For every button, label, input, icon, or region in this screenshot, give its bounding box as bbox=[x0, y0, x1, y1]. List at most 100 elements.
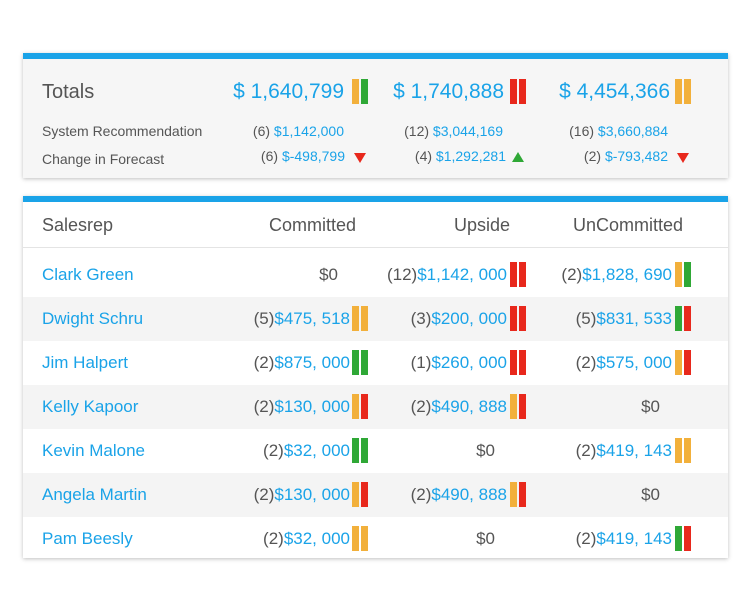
rec-committed: (6) $1,142,000 bbox=[253, 123, 344, 139]
totals-label: Totals bbox=[42, 81, 95, 103]
uncommitted-cell: (5)$831, 533 bbox=[576, 309, 672, 329]
committed-status-bars bbox=[352, 394, 368, 419]
uncommitted-count: (2) bbox=[575, 529, 597, 548]
system-recommendation-label: System Recommendation bbox=[42, 123, 203, 139]
total-committed-status-bars bbox=[352, 79, 368, 104]
status-bar-orange bbox=[352, 79, 359, 104]
salesrep-name-link[interactable]: Dwight Schru bbox=[42, 309, 144, 328]
header-committed[interactable]: Committed bbox=[268, 215, 356, 235]
rec-uncommitted: (16) $3,660,884 bbox=[569, 123, 668, 139]
uncommitted-zero-value: $0 bbox=[641, 397, 660, 416]
committed-amount-link[interactable]: $32, 000 bbox=[283, 441, 350, 460]
trend-down-icon bbox=[677, 153, 689, 163]
uncommitted-status-bars bbox=[675, 306, 691, 331]
committed-status-bars bbox=[352, 526, 368, 551]
status-bar-red bbox=[519, 350, 526, 375]
rec-upside-count: (12) bbox=[404, 123, 430, 139]
uncommitted-amount-link[interactable]: $1,828, 690 bbox=[582, 265, 672, 284]
upside-count: (1) bbox=[410, 353, 432, 372]
salesrep-name-link[interactable]: Kelly Kapoor bbox=[42, 397, 139, 416]
committed-amount-link[interactable]: $875, 000 bbox=[274, 353, 350, 372]
chg-committed-count: (6) bbox=[260, 148, 279, 164]
committed-amount-link[interactable]: $475, 518 bbox=[274, 309, 350, 328]
upside-status-bars bbox=[510, 262, 526, 287]
upside-amount-link[interactable]: $260, 000 bbox=[431, 353, 507, 372]
uncommitted-status-bars bbox=[675, 350, 691, 375]
upside-count: (2) bbox=[410, 485, 432, 504]
trend-down-icon bbox=[354, 153, 366, 163]
committed-cell: (2)$32, 000 bbox=[263, 529, 350, 549]
upside-amount-link[interactable]: $200, 000 bbox=[431, 309, 507, 328]
status-bar-orange bbox=[684, 79, 691, 104]
salesrep-name-link[interactable]: Pam Beesly bbox=[42, 529, 133, 548]
upside-amount-link[interactable]: $490, 888 bbox=[431, 485, 507, 504]
trend-up-icon bbox=[512, 152, 524, 162]
salesrep-name-link[interactable]: Clark Green bbox=[42, 265, 134, 284]
status-bar-orange bbox=[352, 394, 359, 419]
status-bar-orange bbox=[510, 482, 517, 507]
table-row: Angela Martin (2)$130, 000 (2)$490, 888 $0 bbox=[23, 473, 728, 517]
upside-cell: (12)$1,142, 000 bbox=[387, 265, 507, 285]
status-bar-orange bbox=[675, 262, 682, 287]
total-committed: $ 1,640,799 bbox=[233, 80, 344, 103]
rec-committed-count: (6) bbox=[252, 123, 271, 139]
uncommitted-amount-link[interactable]: $575, 000 bbox=[596, 353, 672, 372]
status-bar-red bbox=[519, 306, 526, 331]
totals-panel: Totals System Recommendation Change in F… bbox=[23, 53, 728, 178]
uncommitted-amount-link[interactable]: $419, 143 bbox=[596, 529, 672, 548]
rec-upside: (12) $3,044,169 bbox=[404, 123, 503, 139]
salesrep-name-link[interactable]: Jim Halpert bbox=[42, 353, 128, 372]
status-bar-green bbox=[352, 350, 359, 375]
header-upside[interactable]: Upside bbox=[453, 215, 510, 235]
table-row: Kelly Kapoor (2)$130, 000 (2)$490, 888 $0 bbox=[23, 385, 728, 429]
uncommitted-cell: (2)$1,828, 690 bbox=[561, 265, 672, 285]
table-row: Jim Halpert (2)$875, 000 (1)$260, 000 (2) $5… bbox=[23, 341, 728, 385]
status-bar-orange bbox=[675, 438, 682, 463]
change-in-forecast-label: Change in Forecast bbox=[42, 151, 165, 167]
committed-count: (2) bbox=[263, 529, 284, 548]
committed-cell: (5)$475, 518 bbox=[254, 309, 350, 329]
committed-count: (2) bbox=[263, 441, 284, 460]
header-salesrep[interactable]: Salesrep bbox=[42, 215, 114, 235]
status-bar-red bbox=[361, 482, 368, 507]
rec-committed-amount: $1,142,000 bbox=[273, 123, 344, 139]
chg-uncommitted: (2) $-793,482 bbox=[584, 148, 668, 164]
status-bar-orange bbox=[352, 482, 359, 507]
table-row: Kevin Malone (2)$32, 000 $0 (2)$419, 143 bbox=[23, 429, 728, 473]
upside-count: (3) bbox=[410, 309, 432, 328]
upside-status-bars bbox=[510, 350, 526, 375]
salesrep-name-link[interactable]: Angela Martin bbox=[42, 485, 147, 504]
uncommitted-count: (5) bbox=[575, 309, 597, 328]
chg-committed: (6) $-498,799 bbox=[261, 148, 345, 164]
status-bar-green bbox=[361, 438, 368, 463]
total-uncommitted: $ 4,454,366 bbox=[559, 80, 670, 103]
committed-cell: (2)$32, 000 bbox=[263, 441, 350, 461]
status-bar-green bbox=[675, 306, 682, 331]
salesrep-name-link[interactable]: Kevin Malone bbox=[42, 441, 146, 460]
status-bar-red bbox=[519, 482, 526, 507]
upside-amount-link[interactable]: $1,142, 000 bbox=[417, 265, 507, 284]
status-bar-red bbox=[519, 262, 526, 287]
upside-zero-value: $0 bbox=[476, 441, 495, 460]
upside-amount-link[interactable]: $490, 888 bbox=[431, 397, 507, 416]
committed-amount-link[interactable]: $130, 000 bbox=[274, 485, 350, 504]
status-bar-red bbox=[519, 394, 526, 419]
status-bar-red bbox=[519, 79, 526, 104]
uncommitted-status-bars bbox=[675, 438, 691, 463]
upside-cell: (2)$490, 888 bbox=[411, 397, 507, 417]
rec-upside-amount: $3,044,169 bbox=[432, 123, 503, 139]
uncommitted-amount-link[interactable]: $831, 533 bbox=[596, 309, 672, 328]
uncommitted-count: (2) bbox=[575, 441, 597, 460]
header-uncommitted[interactable]: UnCommitted bbox=[572, 215, 683, 235]
uncommitted-amount-link[interactable]: $419, 143 bbox=[596, 441, 672, 460]
uncommitted-status-bars bbox=[675, 526, 691, 551]
status-bar-red bbox=[684, 350, 691, 375]
committed-count: (2) bbox=[253, 353, 275, 372]
committed-status-bars bbox=[352, 438, 368, 463]
total-uncommitted-status-bars bbox=[675, 79, 691, 104]
committed-cell: (2)$875, 000 bbox=[254, 353, 350, 373]
chg-uncommitted-amount: $-793,482 bbox=[604, 148, 668, 164]
committed-amount-link[interactable]: $130, 000 bbox=[274, 397, 350, 416]
committed-amount-link[interactable]: $32, 000 bbox=[283, 529, 350, 548]
table-header: Salesrep Committed Upside UnCommitted bbox=[23, 202, 728, 248]
